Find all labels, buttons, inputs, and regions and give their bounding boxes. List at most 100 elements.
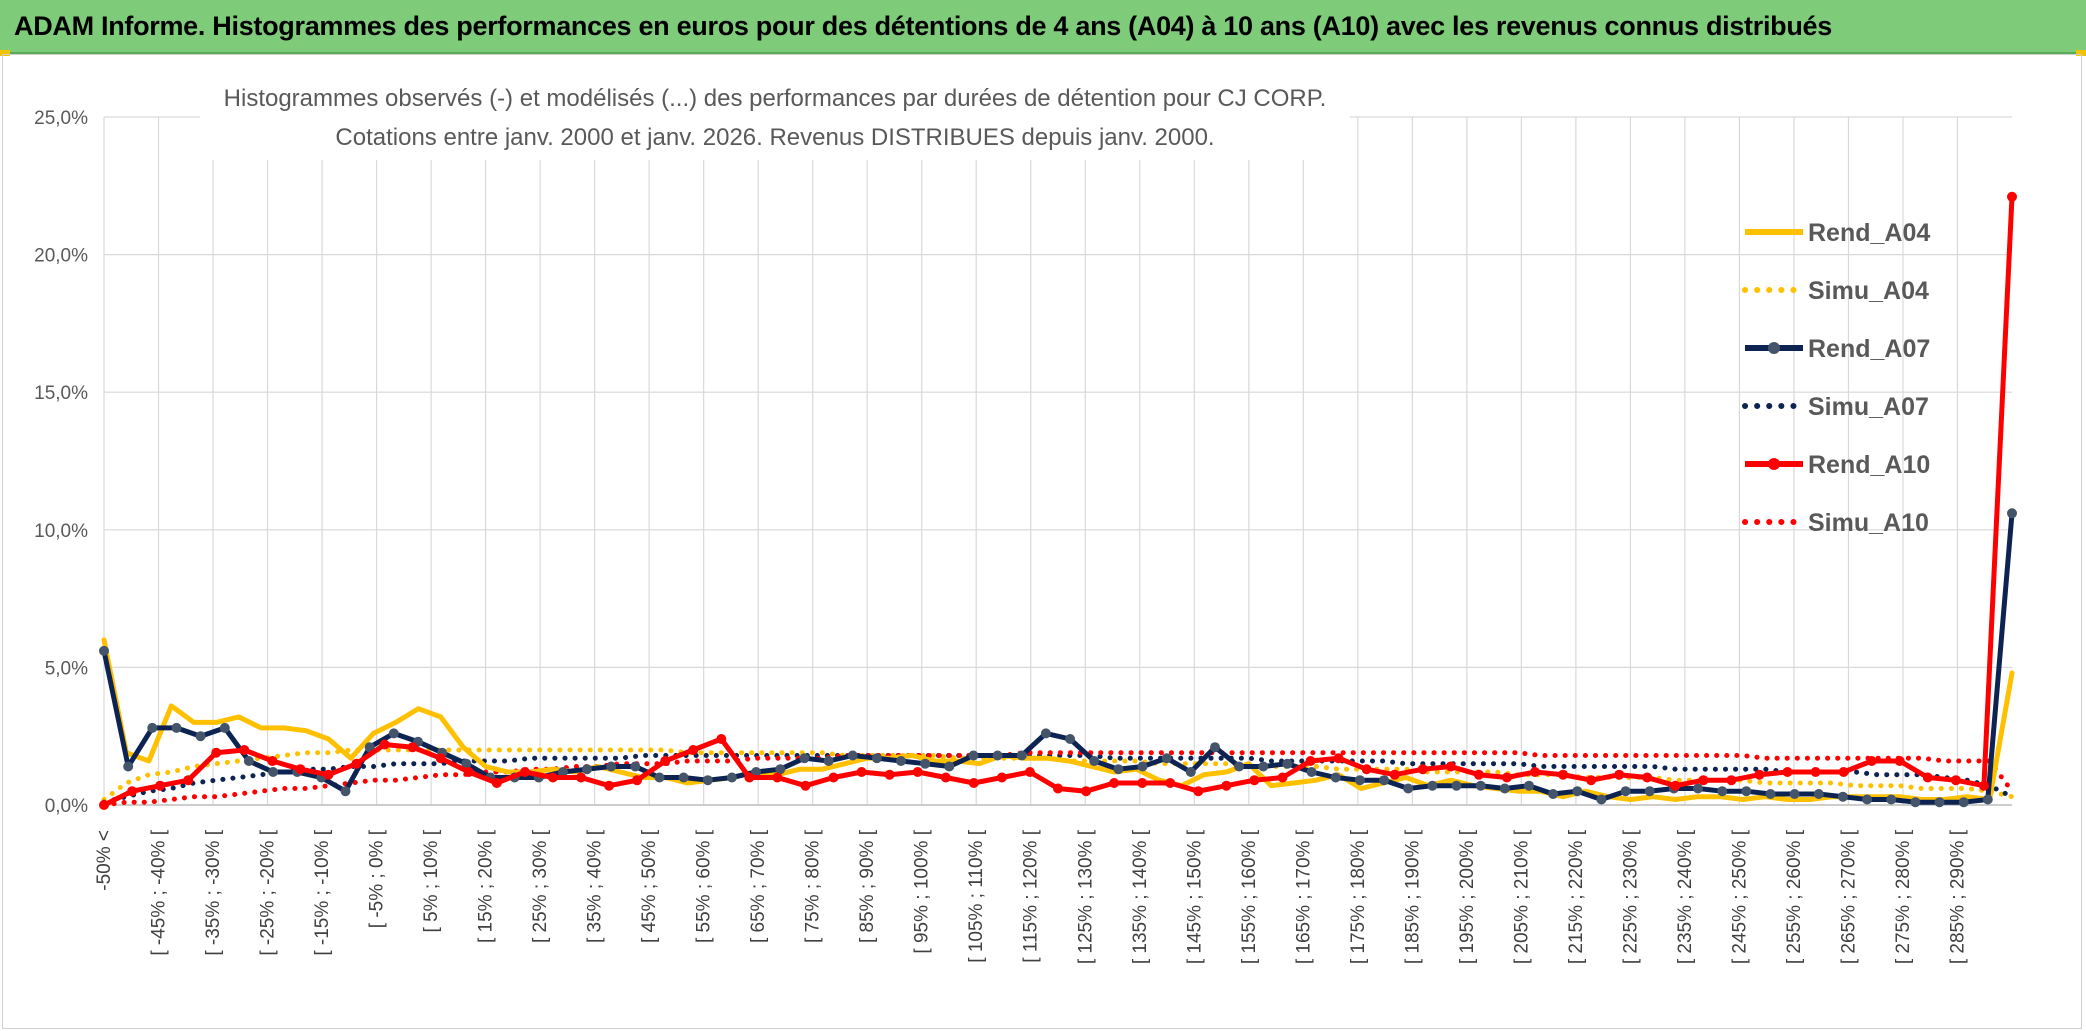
data-point (1837, 791, 1848, 802)
data-point (751, 767, 762, 777)
data-point (1024, 767, 1035, 777)
x-tick-label: [ 65% ; 70% [ (748, 829, 769, 943)
data-point (630, 761, 641, 772)
data-point (519, 767, 530, 777)
x-tick-label: [ 275% ; 280% [ (1893, 829, 1914, 964)
data-point (992, 750, 1003, 761)
data-point (461, 758, 472, 769)
data-point (1789, 789, 1800, 799)
data-point (604, 780, 615, 791)
data-point (1053, 783, 1063, 794)
data-point (99, 645, 109, 656)
x-tick-label: [ 115% ; 120% [ (1021, 829, 1042, 962)
x-tick-label: [ 35% ; 40% [ (585, 829, 606, 943)
data-point (1726, 775, 1737, 786)
data-point (702, 775, 713, 786)
data-point (127, 786, 138, 797)
data-point (239, 745, 250, 755)
x-tick-label: [ 95% ; 100% [ (912, 829, 933, 953)
data-point (1950, 775, 1961, 786)
legend-label: Rend_A07 (1808, 335, 1930, 363)
x-tick-label: [ 145% ; 150% [ (1184, 829, 1205, 964)
data-point (1417, 764, 1428, 775)
data-point (2007, 191, 2017, 202)
x-tick-label: [ 205% ; 210% [ (1511, 829, 1532, 964)
data-point (557, 767, 568, 777)
data-point (606, 761, 617, 772)
data-point (1765, 789, 1776, 799)
data-point (171, 722, 182, 733)
series-rend-a10 (99, 191, 2017, 810)
legend-item-rend-a07: Rend_A07 (1745, 335, 1930, 363)
data-point (1614, 769, 1625, 780)
series-simu-a10 (101, 750, 2015, 808)
data-point (1185, 767, 1196, 777)
data-point (1698, 775, 1709, 786)
report-title: ADAM Informe. Histogrammes des performan… (14, 10, 1832, 41)
legend-marker (1768, 342, 1780, 354)
data-point (1838, 767, 1849, 777)
x-tick-label: [ 165% ; 170% [ (1293, 829, 1314, 964)
data-point (2007, 508, 2017, 519)
x-axis-ticks: -50% < [ -45% ; -40% [[ -35% ; -30% [[ -2… (94, 829, 1968, 964)
data-point (1040, 728, 1051, 739)
data-point (1886, 794, 1897, 805)
x-tick-label: [ 245% ; 250% [ (1729, 829, 1750, 964)
series-line-rend-a10 (101, 194, 2015, 808)
data-point (1109, 778, 1120, 788)
data-point (823, 756, 834, 766)
x-tick-label: [ 225% ; 230% [ (1620, 829, 1641, 964)
data-point (582, 764, 592, 775)
x-tick-label: [ -35% ; -30% [ (203, 829, 224, 955)
x-tick-label: [ -25% ; -20% [ (258, 829, 279, 955)
series-layer (99, 191, 2017, 810)
data-point (1445, 761, 1456, 772)
x-tick-label: [ 105% ; 110% [ (966, 829, 987, 962)
x-tick-label: [ 125% ; 130% [ (1075, 829, 1096, 964)
data-point (576, 772, 586, 783)
data-point (268, 767, 279, 777)
data-point (219, 722, 230, 733)
data-point (1081, 786, 1092, 797)
data-point (828, 772, 839, 783)
data-point (688, 745, 699, 755)
data-point (1330, 772, 1341, 783)
data-point (123, 761, 134, 772)
data-point (1333, 753, 1344, 764)
data-point (1572, 786, 1583, 797)
data-point (847, 750, 858, 761)
data-point (1165, 778, 1176, 788)
y-tick-label: 0,0% (45, 796, 88, 817)
data-point (1741, 786, 1752, 797)
chart-gridlines (103, 116, 2012, 806)
data-point (243, 756, 254, 766)
legend-label: Simu_A10 (1808, 509, 1929, 537)
x-tick-label: [ 175% ; 180% [ (1348, 829, 1369, 964)
legend-item-rend-a04: Rend_A04 (1745, 219, 1930, 247)
series-line-simu-a10 (101, 750, 2015, 808)
data-point (1810, 767, 1821, 777)
data-point (1978, 780, 1989, 791)
data-point (364, 742, 375, 753)
data-point (463, 767, 474, 777)
data-point (968, 750, 979, 761)
data-point (1473, 769, 1484, 780)
data-point (660, 756, 671, 766)
data-point (211, 747, 222, 758)
data-point (1982, 794, 1993, 805)
data-point (871, 753, 882, 764)
data-point (1866, 756, 1877, 766)
legend-label: Simu_A04 (1808, 277, 1929, 305)
x-tick-label: [ 185% ; 190% [ (1402, 829, 1423, 964)
data-point (379, 739, 390, 750)
data-point (1361, 764, 1372, 775)
data-point (388, 728, 399, 739)
data-point (1644, 786, 1655, 797)
data-point (1670, 780, 1681, 791)
data-point (678, 772, 689, 783)
y-tick-label: 5,0% (45, 658, 88, 679)
data-point (1475, 780, 1486, 791)
legend-label: Rend_A10 (1808, 451, 1930, 479)
data-point (726, 772, 737, 783)
data-point (195, 731, 206, 742)
